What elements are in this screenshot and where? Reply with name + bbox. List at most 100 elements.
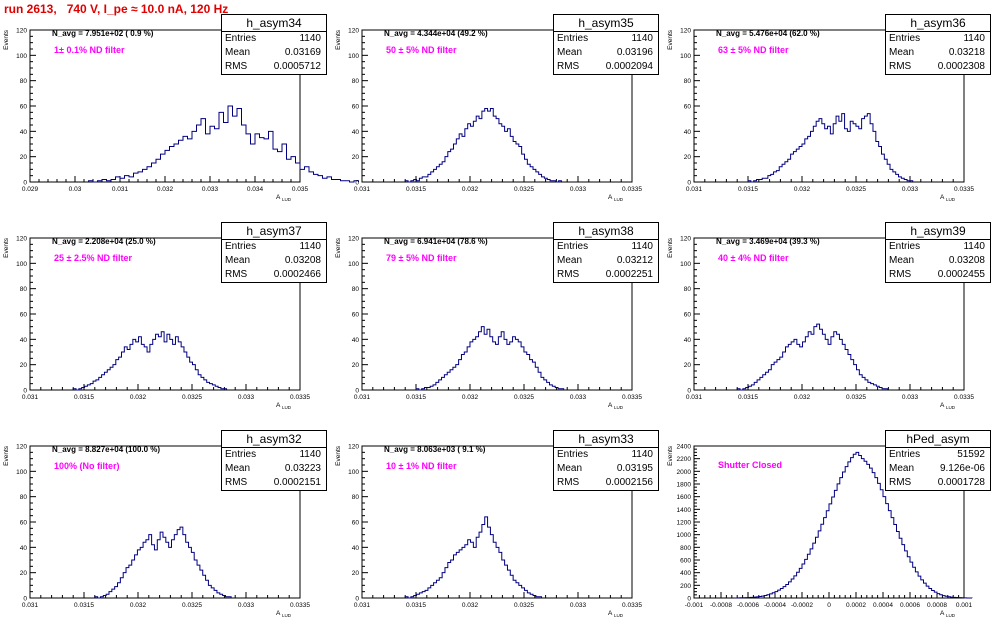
filter-label: 63 ± 5% ND filter bbox=[718, 45, 789, 55]
histogram-line bbox=[404, 516, 543, 599]
y-axis-label: Events bbox=[667, 29, 674, 50]
stats-row-entries: Entries 1140 bbox=[886, 240, 990, 254]
y-axis-label: Events bbox=[667, 237, 674, 258]
y-tick-label: 20 bbox=[352, 154, 360, 161]
stats-row-rms: RMS 0.0002455 bbox=[886, 268, 990, 282]
stats-value: 0.0002151 bbox=[273, 477, 321, 488]
stats-value: 51592 bbox=[957, 449, 985, 460]
stats-box: h_asym34 Entries 1140 Mean 0.03169 RMS 0.00057… bbox=[221, 14, 327, 75]
x-tick-label: 0.0315 bbox=[406, 186, 426, 193]
x-tick-label: 0.0004 bbox=[873, 602, 893, 609]
y-tick-label: 1600 bbox=[677, 494, 692, 501]
stats-box: h_asym36 Entries 1140 Mean 0.03218 RMS 0.00023… bbox=[885, 14, 991, 75]
y-tick-label: 20 bbox=[20, 362, 28, 369]
navg-label: N_avg = 7.951e+02 ( 0.9 %) bbox=[52, 29, 154, 38]
y-tick-label: 120 bbox=[16, 444, 27, 451]
y-tick-label: 0 bbox=[23, 388, 27, 395]
x-axis-label: A bbox=[276, 610, 281, 617]
histogram-svg: 0.031 0.0315 0.032 0.0325 0.033 0.0335 0 20 40 60… bbox=[3, 236, 310, 411]
y-tick-label: 60 bbox=[20, 520, 28, 527]
stats-key: Entries bbox=[557, 33, 589, 44]
y-tick-label: 40 bbox=[352, 545, 360, 552]
stats-value: 0.0001728 bbox=[937, 477, 985, 488]
histogram-name: hPed_asym bbox=[886, 431, 990, 448]
histogram-line bbox=[734, 451, 973, 599]
histogram-pad-h_asym39: 0.031 0.0315 0.032 0.0325 0.033 0.0335 0 20 40 60… bbox=[664, 222, 994, 428]
x-axis-label-sub: LUD bbox=[946, 405, 956, 410]
navg-label: N_avg = 4.344e+04 (49.2 %) bbox=[384, 29, 488, 38]
filter-label: 50 ± 5% ND filter bbox=[386, 45, 457, 55]
y-tick-label: 120 bbox=[16, 28, 27, 35]
navg-label: N_avg = 6.941e+04 (78.6 %) bbox=[384, 237, 488, 246]
y-tick-label: 120 bbox=[348, 28, 359, 35]
histogram-svg: 0.031 0.0315 0.032 0.0325 0.033 0.0335 0 20 40 60… bbox=[3, 444, 310, 619]
y-tick-label: 40 bbox=[20, 337, 28, 344]
histogram-line bbox=[736, 323, 889, 391]
y-tick-label: 80 bbox=[20, 494, 28, 501]
y-tick-label: 0 bbox=[23, 596, 27, 603]
y-axis-label: Events bbox=[335, 29, 342, 50]
stats-box: h_asym32 Entries 1140 Mean 0.03223 RMS 0.00021… bbox=[221, 430, 327, 491]
x-tick-label: 0.033 bbox=[570, 186, 587, 193]
stats-key: Entries bbox=[889, 33, 921, 44]
y-tick-label: 20 bbox=[20, 570, 28, 577]
histogram-pad-h_asym38: 0.031 0.0315 0.032 0.0325 0.033 0.0335 0 20 40 60… bbox=[332, 222, 662, 428]
y-tick-label: 200 bbox=[680, 583, 691, 590]
y-tick-label: 120 bbox=[348, 444, 359, 451]
x-tick-label: 0.0335 bbox=[622, 602, 642, 609]
x-axis-label: A bbox=[940, 194, 945, 201]
histogram-pad-h_asym33: 0.031 0.0315 0.032 0.0325 0.033 0.0335 0 20 40 60… bbox=[332, 430, 662, 636]
stats-value: 0.0002308 bbox=[937, 61, 985, 72]
histogram-svg: 0.031 0.0315 0.032 0.0325 0.033 0.0335 0 20 40 60… bbox=[335, 444, 642, 619]
x-tick-label: 0.032 bbox=[794, 186, 811, 193]
y-tick-label: 60 bbox=[684, 104, 692, 111]
stats-row-mean: Mean 9.126e-06 bbox=[886, 462, 990, 476]
y-axis-label: Events bbox=[3, 29, 10, 50]
filter-label: 10 ± 1% ND filter bbox=[386, 461, 457, 471]
x-tick-label: 0.0325 bbox=[846, 186, 866, 193]
stats-row-entries: Entries 1140 bbox=[222, 448, 326, 462]
stats-row-mean: Mean 0.03212 bbox=[554, 254, 658, 268]
stats-value: 1140 bbox=[631, 449, 653, 460]
stats-row-mean: Mean 0.03218 bbox=[886, 46, 990, 60]
histogram-line bbox=[404, 108, 562, 183]
filter-label: 40 ± 4% ND filter bbox=[718, 253, 789, 263]
y-tick-label: 0 bbox=[355, 596, 359, 603]
stats-row-entries: Entries 1140 bbox=[222, 240, 326, 254]
y-tick-label: 100 bbox=[348, 53, 359, 60]
stats-value: 1140 bbox=[299, 449, 321, 460]
y-tick-label: 100 bbox=[348, 469, 359, 476]
stats-row-entries: Entries 1140 bbox=[886, 32, 990, 46]
stats-row-entries: Entries 1140 bbox=[554, 240, 658, 254]
stats-row-rms: RMS 0.0005712 bbox=[222, 60, 326, 74]
x-axis-label: A bbox=[276, 402, 281, 409]
x-tick-label: 0.033 bbox=[902, 186, 919, 193]
y-tick-label: 0 bbox=[355, 180, 359, 187]
histogram-pad-h_asym37: 0.031 0.0315 0.032 0.0325 0.033 0.0335 0 20 40 60… bbox=[0, 222, 330, 428]
navg-label: N_avg = 5.476e+04 (62.0 %) bbox=[716, 29, 820, 38]
stats-key: Mean bbox=[889, 255, 915, 266]
x-tick-label: 0.031 bbox=[112, 186, 129, 193]
y-tick-label: 0 bbox=[355, 388, 359, 395]
stats-box: hPed_asym Entries 51592 Mean 9.126e-06 RMS 0.0… bbox=[885, 430, 991, 491]
x-tick-label: 0.0315 bbox=[406, 394, 426, 401]
x-axis-label: A bbox=[940, 402, 945, 409]
stats-value: 0.0005712 bbox=[273, 61, 321, 72]
stats-row-mean: Mean 0.03208 bbox=[222, 254, 326, 268]
stats-box: h_asym38 Entries 1140 Mean 0.03212 RMS 0.00022… bbox=[553, 222, 659, 283]
x-tick-label: 0.0315 bbox=[738, 186, 758, 193]
histogram-name: h_asym33 bbox=[554, 431, 658, 448]
stats-key: Mean bbox=[557, 463, 583, 474]
stats-value: 1140 bbox=[631, 241, 653, 252]
x-tick-label: 0.029 bbox=[22, 186, 39, 193]
x-tick-label: 0.032 bbox=[794, 394, 811, 401]
y-tick-label: 1200 bbox=[677, 520, 692, 527]
y-tick-label: 20 bbox=[352, 570, 360, 577]
x-tick-label: 0.0335 bbox=[954, 186, 974, 193]
x-tick-label: 0.031 bbox=[686, 186, 703, 193]
x-tick-label: 0.033 bbox=[570, 602, 587, 609]
x-tick-label: 0.0335 bbox=[622, 394, 642, 401]
histogram-pad-h_asym36: 0.031 0.0315 0.032 0.0325 0.033 0.0335 0 20 40 60… bbox=[664, 14, 994, 220]
x-tick-label: 0.0335 bbox=[622, 186, 642, 193]
x-axis-label-sub: LUD bbox=[614, 197, 624, 202]
